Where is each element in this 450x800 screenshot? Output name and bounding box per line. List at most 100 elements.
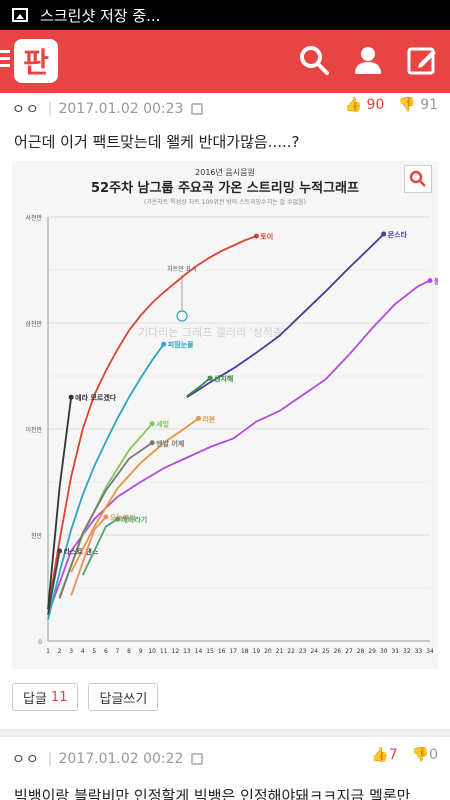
app-logo[interactable]: 판 [14, 39, 58, 83]
series-label: 센치해 [214, 374, 233, 383]
write-icon[interactable] [406, 44, 438, 76]
comment-header-2: ㅇㅇ | 2017.01.02 00:22 👍7 👎0 [0, 743, 450, 775]
series-line [47, 343, 165, 621]
x-tick-label: 5 [92, 648, 96, 655]
series-endpoint [57, 548, 63, 554]
x-tick-label: 33 [415, 648, 423, 655]
series-line [81, 518, 118, 576]
series-label: 리본 [202, 414, 215, 423]
magnifier-icon [409, 170, 426, 187]
downvote-count: 0 [429, 747, 438, 763]
series-endpoint [103, 514, 109, 520]
series-label: 에라 모르겠다 [75, 393, 117, 402]
separator: | [47, 751, 53, 767]
y-tick-label: 삼천만 [25, 320, 42, 328]
separator: | [47, 101, 53, 117]
upvote-count: 7 [388, 747, 398, 763]
x-tick-label: 20 [264, 648, 272, 655]
series-line [186, 377, 211, 397]
series-endpoint [114, 516, 120, 522]
screenshot-icon [12, 8, 28, 22]
series-line [47, 235, 257, 610]
x-tick-label: 32 [403, 648, 411, 655]
series-line [47, 550, 61, 615]
thumbs-up-icon: 👍 [371, 747, 389, 763]
series-line [70, 417, 200, 573]
series-label: 토이 [260, 232, 273, 241]
x-tick-label: 16 [218, 648, 226, 655]
series-endpoint [253, 233, 259, 239]
comment-text-2: 빅뱅이랑 블락비만 인정할게 빅뱅은 인정해야돼ㅋㅋ지금 멜론만 [14, 787, 411, 800]
upvote-button[interactable]: 👍 90 [345, 97, 385, 113]
x-tick-label: 14 [195, 648, 203, 655]
upvote-count: 90 [366, 97, 385, 113]
series-endpoint [149, 440, 155, 446]
x-tick-label: 19 [253, 648, 261, 655]
comment-header: ㅇㅇ | 2017.01.02 00:23 👍 90 👎 91 [0, 93, 450, 125]
series-line [47, 279, 431, 615]
x-tick-label: 29 [368, 648, 376, 655]
series-endpoint [427, 278, 433, 284]
series-label: 오늘부터 [110, 513, 136, 522]
annotation-marker [176, 310, 188, 322]
x-tick-label: 21 [276, 648, 284, 655]
x-tick-label: 10 [148, 648, 156, 655]
x-tick-label: 27 [345, 648, 353, 655]
x-tick-label: 26 [334, 648, 342, 655]
comment-text: 어근데 이거 팩트맞는데 왤케 반대가많음.....? [14, 133, 300, 151]
chart-annotation: 차트인 표시 [167, 265, 197, 273]
x-tick-label: 18 [241, 648, 249, 655]
x-tick-label: 11 [160, 648, 168, 655]
reply-label: 답글 [23, 691, 47, 707]
downvote-button[interactable]: 👎 91 [398, 97, 438, 113]
x-tick-label: 3 [69, 648, 73, 655]
downvote-button[interactable]: 👎0 [412, 747, 438, 763]
comment-date: 2017.01.02 00:23 [58, 101, 184, 117]
reply-count: 11 [50, 689, 68, 705]
lock-icon [191, 103, 204, 115]
comment-date: 2017.01.02 00:22 [58, 751, 184, 767]
x-tick-label: 8 [127, 648, 131, 655]
x-tick-label: 28 [357, 648, 365, 655]
comment-author[interactable]: ㅇㅇ [12, 102, 40, 118]
chart-background [12, 161, 438, 669]
upvote-button[interactable]: 👍7 [371, 747, 397, 763]
x-tick-label: 24 [310, 648, 318, 655]
reply-button[interactable]: 답글 11 [12, 683, 79, 711]
x-tick-label: 12 [172, 648, 180, 655]
comment-author[interactable]: ㅇㅇ [12, 752, 40, 768]
user-icon[interactable] [352, 44, 384, 76]
streaming-chart: 2016년 음시음원 52주차 남그룹 주요곡 가온 스트리밍 누적그래프 (가온차… [12, 161, 438, 669]
series-endpoint [161, 341, 167, 347]
zoom-button[interactable] [404, 165, 432, 193]
series-endpoint [149, 421, 155, 427]
series-label: 세잎 [156, 420, 169, 429]
chart-subtitle: 2016년 음시음원 [195, 167, 255, 177]
status-text: 스크린샷 저장 중... [40, 6, 161, 25]
chart-image[interactable]: 2016년 음시음원 52주차 남그룹 주요곡 가온 스트리밍 누적그래프 (가온차… [12, 161, 438, 669]
x-tick-label: 2 [58, 648, 62, 655]
thumbs-down-icon: 👎 [411, 747, 430, 763]
x-tick-label: 34 [426, 648, 434, 655]
x-tick-label: 22 [287, 648, 295, 655]
search-icon[interactable] [298, 44, 330, 76]
chart-watermark: 기다리는 그래프 갤러리 '성적충' [138, 326, 286, 339]
series-line [58, 442, 153, 599]
chart-note: (가온차트 특성상 차트 100위권 밖의 스트리밍수치는 잡 수없음) [144, 198, 306, 206]
x-tick-label: 25 [322, 648, 330, 655]
series-endpoint [195, 415, 201, 421]
write-reply-button[interactable]: 답글쓰기 [88, 683, 159, 711]
divider [0, 729, 450, 737]
x-tick-label: 4 [81, 648, 85, 655]
y-tick-label: 0 [38, 639, 42, 646]
lock-icon [191, 753, 204, 765]
app-bar: 판 [0, 30, 450, 93]
series-label: 해바라기 [121, 515, 147, 524]
y-tick-label: 천만 [31, 532, 43, 540]
series-endpoint [381, 231, 387, 237]
x-tick-label: 15 [206, 648, 214, 655]
series-line [47, 397, 73, 610]
menu-icon[interactable] [0, 50, 10, 71]
series-endpoint [68, 394, 74, 400]
x-tick-label: 30 [380, 648, 388, 655]
